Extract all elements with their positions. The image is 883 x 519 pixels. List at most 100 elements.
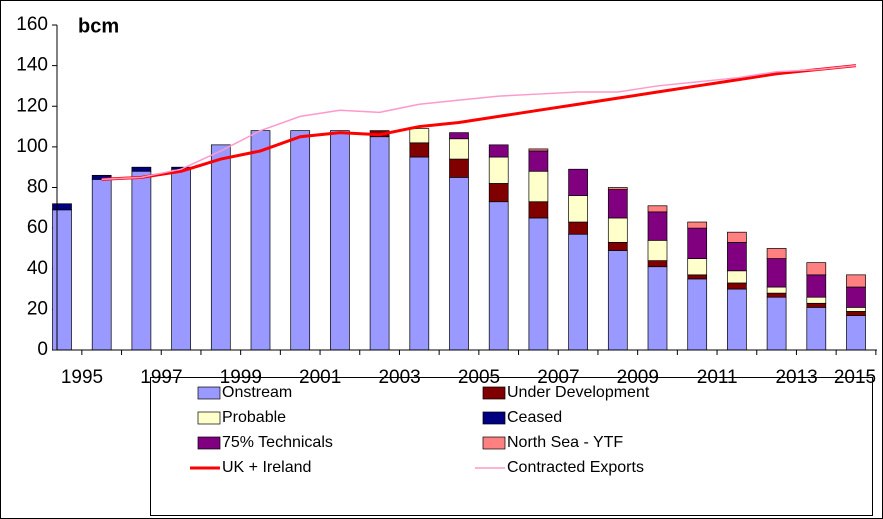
y-tick-label: 120: [16, 95, 48, 116]
bar-segment: [488, 156, 509, 184]
bar-segment: [727, 288, 747, 351]
bar-segment: [568, 168, 588, 196]
bar-segment: [766, 258, 787, 288]
x-tick-label: 2005: [458, 367, 500, 388]
bar-segment: [488, 144, 509, 158]
x-tick-label: 2013: [775, 367, 817, 388]
bar-segment: [607, 189, 628, 219]
bar-segment: [290, 130, 311, 351]
bar-segment: [806, 262, 827, 276]
line-series: [101, 64, 857, 181]
bar-segment: [846, 274, 866, 288]
bar-segment: [846, 306, 866, 312]
y-tick-label: 160: [16, 14, 48, 35]
bar-segment: [210, 144, 231, 351]
bar-segment: [846, 286, 866, 308]
x-tick-label: 2009: [617, 367, 659, 388]
x-tick-label: 1997: [140, 367, 182, 388]
x-tick-label: 1999: [220, 367, 262, 388]
bar-segment: [727, 231, 747, 243]
bar-segment: [766, 248, 787, 259]
bar-segment: [687, 258, 708, 276]
bar-segment: [528, 170, 549, 203]
x-tick-label: 2003: [378, 367, 420, 388]
bar-segment: [449, 176, 469, 351]
bar-segment: [131, 166, 152, 172]
x-tick-label: 2007: [537, 367, 579, 388]
bar-segment: [687, 274, 708, 280]
bar-segment: [568, 195, 588, 223]
bar-segment: [528, 150, 549, 172]
bar-segment: [846, 311, 866, 316]
bar-segment: [687, 227, 708, 259]
bar-segment: [131, 170, 152, 351]
legend-swatch: [197, 436, 221, 450]
bar-segment: [647, 211, 668, 241]
bar-segment: [766, 286, 787, 294]
unit-annotation: bcm: [78, 15, 119, 37]
legend-swatch: [482, 411, 506, 425]
bar-segment: [647, 205, 668, 213]
bar-segment: [568, 233, 588, 351]
bar-segment: [409, 156, 430, 351]
y-tick-label: 60: [27, 217, 48, 238]
bar-segment: [607, 241, 628, 251]
legend-label: North Sea - YTF: [507, 434, 623, 451]
legend-label: UK + Ireland: [222, 459, 311, 476]
bar-segment: [52, 209, 72, 351]
bar-segment: [607, 217, 628, 243]
bar-segment: [607, 250, 628, 351]
bar-segment: [488, 201, 509, 351]
bar-segment: [647, 266, 668, 351]
bar-segment: [409, 128, 430, 144]
bar-segment: [568, 221, 588, 235]
x-tick-label: 2015: [834, 367, 876, 388]
legend-swatch: [482, 436, 506, 450]
y-tick-label: 20: [27, 298, 48, 319]
legend-label: Under Development: [507, 384, 650, 401]
bar-segment: [250, 130, 271, 351]
bar-segment: [528, 217, 549, 351]
x-tick-label: 1995: [61, 367, 103, 388]
bar-segment: [91, 179, 112, 351]
bar-segment: [806, 302, 827, 308]
bar-segment: [806, 274, 827, 298]
bar-segment: [449, 138, 469, 160]
bar-segment: [488, 183, 509, 203]
legend-swatch: [482, 386, 506, 400]
bar-segment: [449, 158, 469, 178]
bar-segment: [806, 306, 827, 351]
y-tick-label: 80: [27, 177, 48, 198]
legend-label: Onstream: [222, 384, 292, 401]
bar-segment: [369, 136, 390, 351]
x-tick-label: 2011: [697, 367, 738, 388]
y-tick-label: 40: [27, 258, 48, 279]
bar-segment: [687, 221, 708, 229]
bar-segment: [528, 148, 549, 152]
bar-segment: [846, 315, 866, 351]
legend-label: Ceased: [507, 409, 562, 426]
bar-segment: [607, 187, 628, 190]
bar-segment: [330, 130, 350, 351]
legend-label: Probable: [222, 409, 286, 426]
bar-segment: [52, 203, 72, 211]
bar-segment: [528, 201, 549, 219]
x-tick-label: 2001: [299, 367, 341, 388]
legend-swatch: [197, 386, 221, 400]
bar-segment: [727, 270, 747, 284]
bar-segment: [727, 282, 747, 290]
bar-segment: [806, 296, 827, 304]
bar-segment: [766, 296, 787, 351]
legend-label: Contracted Exports: [507, 459, 644, 476]
legend-label: 75% Technicals: [222, 434, 333, 451]
bar-segment: [171, 168, 191, 351]
bar-segment: [409, 142, 430, 158]
legend-swatch: [197, 411, 221, 425]
bar-segment: [727, 241, 747, 272]
y-tick-label: 140: [16, 55, 48, 76]
y-tick-label: 0: [37, 339, 48, 360]
bar-segment: [647, 260, 668, 268]
bar-segment: [449, 132, 469, 140]
y-tick-label: 100: [16, 136, 48, 157]
